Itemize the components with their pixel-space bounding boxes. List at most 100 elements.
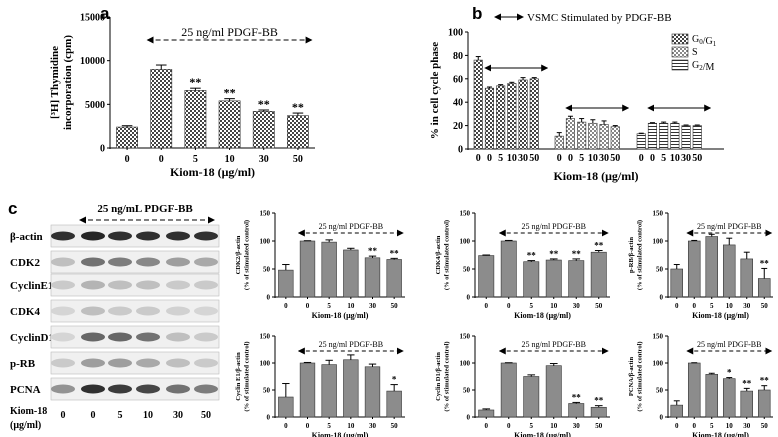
dose-value: 0 [61,410,66,421]
x-tick-label: 5 [530,302,534,310]
bar [500,240,517,298]
x-tick-label: 30 [599,153,609,164]
blot-band [51,332,75,342]
bar [343,249,359,298]
x-tick-label: 30 [681,153,691,164]
blot-strip [50,377,220,401]
y-axis-label: (% of stimulated control) [444,220,451,290]
blot-band [51,384,75,394]
blot-band [136,384,160,394]
x-tick-label: 5 [579,153,584,164]
bar [218,100,241,149]
bar [705,374,718,418]
blot-band [194,306,218,316]
bar [343,359,359,418]
treatment-label: 25 ng/mL PDGF-BB [97,203,193,215]
bar [184,90,207,149]
x-tick-label: 0 [485,302,489,310]
significance-mark: * [392,375,397,385]
y-tick-label: 150 [460,332,471,340]
x-tick-label: 50 [293,154,303,165]
bar [757,278,771,298]
bar [705,236,718,298]
bar [647,122,658,150]
bar [478,409,495,418]
panel-label-c: c [8,199,17,218]
chart-c2: 0 50 100 150 0 0 ** 5 ** 10 ** 30 ** 50 Kiom-18 (μg/ml… [435,209,610,320]
bar [496,85,506,150]
annotation-label: VSMC Stimulated by PDGF-BB [527,12,672,24]
panel-label-a: a [100,4,110,23]
significance-mark: ** [594,241,604,251]
x-tick-label: 10 [670,153,680,164]
blot-band [166,257,190,267]
x-tick-label: 50 [595,422,603,430]
y-tick-label: 100 [260,359,271,367]
y-axis-label: Cyclin D1/β-actin [435,352,442,401]
x-tick-label: 50 [529,153,539,164]
significance-mark: ** [368,246,378,256]
y-tick-label: 50 [656,386,664,394]
significance-mark: ** [292,100,304,114]
x-tick-label: 10 [507,153,517,164]
blot-band [136,257,160,267]
legend-text: /G [703,36,713,47]
bar [588,122,598,150]
y-tick-label: 0 [660,293,664,301]
legend-text: G [692,34,699,45]
blot-band [108,231,132,241]
blot-band [166,231,190,241]
legend-swatch [671,46,689,58]
x-tick-label: 10 [225,154,235,165]
blot-band [81,384,105,394]
bar [670,122,680,150]
y-tick-label: 100 [448,28,463,39]
y-tick-label: 0 [267,293,271,301]
blot-strip [50,250,220,274]
significance-mark: ** [549,249,559,259]
panel-label-b: b [472,4,482,23]
y-tick-label: 100 [460,237,471,245]
dose-value: 5 [118,410,123,421]
blot-band [136,306,160,316]
bar [386,390,402,418]
x-tick-label: 0 [675,422,679,430]
legend-swatch [671,33,689,45]
y-axis-label: p-RB/β-actin [628,237,635,273]
bar [687,362,701,418]
y-tick-label: 50 [263,265,271,273]
x-tick-label: 5 [327,302,331,310]
significance-mark: ** [594,396,604,406]
y-tick-label: 100 [653,359,664,367]
blot-band [81,280,105,290]
x-tick-label: 30 [259,154,269,165]
y-axis-label: % in cell cycle phase [429,42,441,139]
y-axis-label: (% of stimulated control) [244,341,251,411]
x-tick-label: 50 [391,302,399,310]
blot-band [166,306,190,316]
y-axis-label: [³H] Thymidine [49,46,61,119]
blot-strip [50,299,220,323]
x-tick-label: 0 [485,422,489,430]
blot-band [194,280,218,290]
blot-band [108,280,132,290]
x-tick-label: 50 [391,422,399,430]
x-tick-label: 10 [726,422,734,430]
x-axis-label: Kiom-18 (μg/ml) [553,169,638,183]
x-tick-label: 30 [369,422,377,430]
legend-label: G0/G1 [692,34,717,48]
blot-band [166,280,190,290]
x-tick-label: 30 [743,422,751,430]
x-tick-label: 0 [306,302,310,310]
x-tick-label: 0 [557,153,562,164]
bar [473,59,483,150]
x-tick-label: 0 [693,302,697,310]
significance-mark: * [727,368,732,378]
bar [740,258,753,298]
bar [692,125,702,150]
y-tick-label: 100 [460,359,471,367]
blot-band [194,332,218,342]
blot-band [108,257,132,267]
